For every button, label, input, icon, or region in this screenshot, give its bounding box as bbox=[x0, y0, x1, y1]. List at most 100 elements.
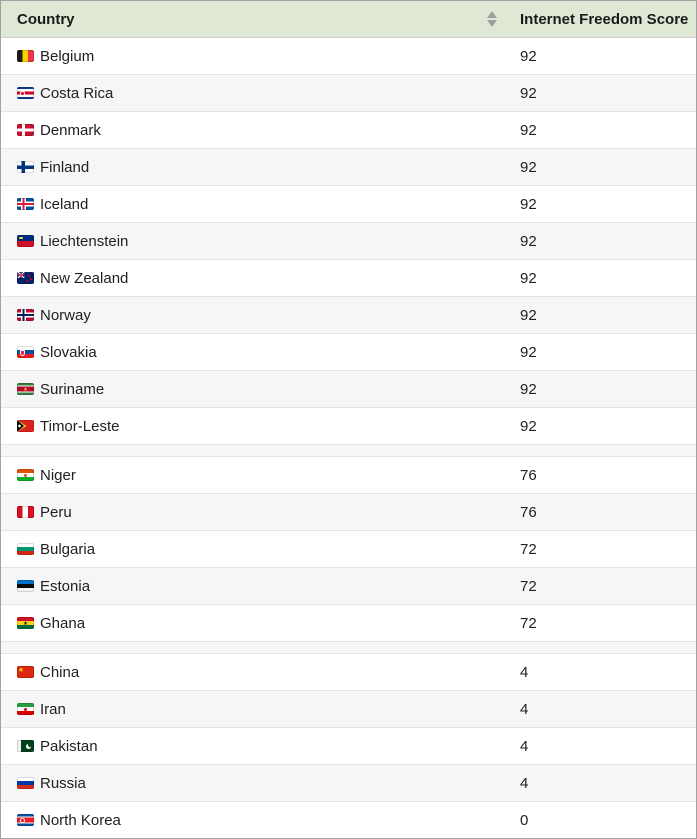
table-row: Belgium 92 bbox=[1, 38, 696, 75]
score-cell: 76 bbox=[520, 503, 537, 521]
column-header-country-label: Country bbox=[17, 10, 75, 28]
country-name: Bulgaria bbox=[40, 540, 96, 558]
country-cell: Bulgaria bbox=[1, 541, 520, 558]
table-row: North Korea 0 bbox=[1, 802, 696, 838]
country-cell: Costa Rica bbox=[1, 85, 520, 102]
country-cell: Peru bbox=[1, 504, 520, 521]
flag-pakistan-icon bbox=[17, 740, 34, 752]
table-row: Russia 4 bbox=[1, 765, 696, 802]
table-row: Pakistan 4 bbox=[1, 728, 696, 765]
table-row: New Zealand 92 bbox=[1, 260, 696, 297]
score-cell: 4 bbox=[520, 737, 529, 755]
table-row: Iceland 92 bbox=[1, 186, 696, 223]
table-row: Ghana 72 bbox=[1, 605, 696, 642]
table-row: Peru 76 bbox=[1, 494, 696, 531]
flag-norway-icon bbox=[17, 309, 34, 321]
country-cell: Niger bbox=[1, 467, 520, 484]
country-cell: Estonia bbox=[1, 578, 520, 595]
country-name: New Zealand bbox=[40, 269, 129, 287]
score-cell: 0 bbox=[520, 811, 529, 829]
flag-peru-icon bbox=[17, 506, 34, 518]
country-cell: North Korea bbox=[1, 812, 520, 829]
flag-suriname-icon bbox=[17, 383, 34, 395]
sort-arrows-icon[interactable] bbox=[486, 11, 497, 27]
table-row: Estonia 72 bbox=[1, 568, 696, 605]
country-cell: Denmark bbox=[1, 122, 520, 139]
sort-desc-icon bbox=[486, 20, 497, 27]
country-name: Niger bbox=[40, 466, 76, 484]
flag-slovakia-icon bbox=[17, 346, 34, 358]
table-row: Slovakia 92 bbox=[1, 334, 696, 371]
country-name: Peru bbox=[40, 503, 72, 521]
flag-iran-icon bbox=[17, 703, 34, 715]
score-cell: 92 bbox=[520, 343, 537, 361]
country-name: Norway bbox=[40, 306, 91, 324]
country-cell: Iceland bbox=[1, 196, 520, 213]
flag-north-korea-icon bbox=[17, 814, 34, 826]
spacer-row bbox=[1, 445, 696, 457]
table-row: Norway 92 bbox=[1, 297, 696, 334]
table-row: Costa Rica 92 bbox=[1, 75, 696, 112]
table-row: Timor-Leste 92 bbox=[1, 408, 696, 445]
flag-iceland-icon bbox=[17, 198, 34, 210]
flag-russia-icon bbox=[17, 777, 34, 789]
table-row: Finland 92 bbox=[1, 149, 696, 186]
country-cell: Norway bbox=[1, 307, 520, 324]
score-cell: 92 bbox=[520, 195, 537, 213]
score-cell: 72 bbox=[520, 577, 537, 595]
flag-estonia-icon bbox=[17, 580, 34, 592]
score-cell: 4 bbox=[520, 700, 529, 718]
column-header-score[interactable]: Internet Freedom Score bbox=[520, 1, 696, 37]
country-name: Finland bbox=[40, 158, 90, 176]
spacer-row bbox=[1, 642, 696, 654]
score-cell: 92 bbox=[520, 121, 537, 139]
country-name: China bbox=[40, 663, 80, 681]
country-name: Pakistan bbox=[40, 737, 98, 755]
flag-costa-rica-icon bbox=[17, 87, 34, 99]
column-header-country[interactable]: Country bbox=[1, 1, 520, 37]
country-cell: Finland bbox=[1, 159, 520, 176]
sort-asc-icon bbox=[486, 11, 497, 18]
score-cell: 92 bbox=[520, 380, 537, 398]
score-cell: 76 bbox=[520, 466, 537, 484]
score-cell: 72 bbox=[520, 614, 537, 632]
country-cell: Slovakia bbox=[1, 344, 520, 361]
flag-liechtenstein-icon bbox=[17, 235, 34, 247]
country-name: Russia bbox=[40, 774, 86, 792]
country-cell: China bbox=[1, 664, 520, 681]
country-name: Iceland bbox=[40, 195, 89, 213]
flag-finland-icon bbox=[17, 161, 34, 173]
country-name: Costa Rica bbox=[40, 84, 114, 102]
country-name: Iran bbox=[40, 700, 66, 718]
column-header-score-label: Internet Freedom Score bbox=[520, 10, 689, 28]
score-cell: 92 bbox=[520, 232, 537, 250]
flag-new-zealand-icon bbox=[17, 272, 34, 284]
country-name: Estonia bbox=[40, 577, 91, 595]
country-name: Liechtenstein bbox=[40, 232, 129, 250]
country-cell: Suriname bbox=[1, 381, 520, 398]
score-cell: 92 bbox=[520, 84, 537, 102]
table-row: Bulgaria 72 bbox=[1, 531, 696, 568]
table-row: Suriname 92 bbox=[1, 371, 696, 408]
country-name: North Korea bbox=[40, 811, 121, 829]
score-cell: 92 bbox=[520, 306, 537, 324]
country-name: Denmark bbox=[40, 121, 101, 139]
flag-belgium-icon bbox=[17, 50, 34, 62]
country-name: Belgium bbox=[40, 47, 95, 65]
table-row: Niger 76 bbox=[1, 457, 696, 494]
country-cell: Ghana bbox=[1, 615, 520, 632]
score-cell: 92 bbox=[520, 158, 537, 176]
flag-timor-leste-icon bbox=[17, 420, 34, 432]
country-cell: Russia bbox=[1, 775, 520, 792]
table-body: Belgium 92 Costa Rica 92 Denmark 92 Finland 92 I… bbox=[1, 38, 696, 838]
country-cell: Pakistan bbox=[1, 738, 520, 755]
flag-bulgaria-icon bbox=[17, 543, 34, 555]
score-cell: 92 bbox=[520, 47, 537, 65]
score-cell: 92 bbox=[520, 269, 537, 287]
score-cell: 4 bbox=[520, 663, 529, 681]
country-name: Timor-Leste bbox=[40, 417, 120, 435]
country-cell: Liechtenstein bbox=[1, 233, 520, 250]
flag-denmark-icon bbox=[17, 124, 34, 136]
country-cell: Iran bbox=[1, 701, 520, 718]
